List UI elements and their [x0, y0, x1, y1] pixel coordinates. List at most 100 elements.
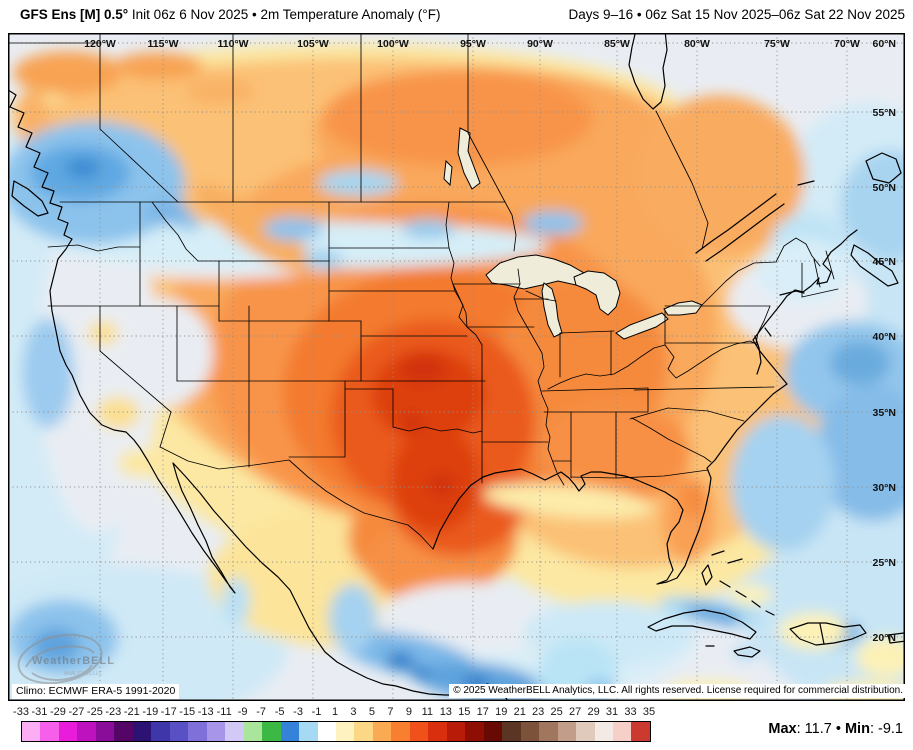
colorbar-segment: [631, 722, 650, 741]
colorbar-tick: -15: [179, 706, 196, 718]
lon-label: 115°W: [147, 38, 178, 50]
colorbar-tick: -31: [31, 706, 48, 718]
colorbar-segment: [280, 722, 300, 741]
colorbar-tick: 33: [624, 706, 637, 718]
colorbar-segment: [465, 722, 484, 741]
colorbar-tick: 31: [605, 706, 619, 718]
colorbar-segment: [188, 722, 207, 741]
page-title: GFS Ens [M] 0.5° Init 06z 6 Nov 2025 • 2…: [20, 7, 440, 22]
weatherbell-watermark-logo: WeatherBELL ANALYTICS LLC: [17, 633, 115, 685]
colorbar-tick: -7: [256, 706, 266, 718]
colorbar-tick: -13: [197, 706, 214, 718]
lat-label: 35°N: [873, 407, 896, 419]
map-border: [8, 33, 905, 701]
colorbar-segment: [483, 722, 503, 741]
colorbar-tick: -27: [68, 706, 85, 718]
colorbar-segment: [262, 722, 281, 741]
colorbar-tick: -5: [274, 706, 285, 718]
colorbar-segment: [243, 722, 263, 741]
colorbar-segment: [428, 722, 447, 741]
valid-date-range: Days 9–16 • 06z Sat 15 Nov 2025–06z Sat …: [568, 7, 905, 22]
min-value: -9.1: [878, 721, 903, 737]
climo-label: Climo: ECMWF ERA-5 1991-2020: [12, 684, 180, 699]
colorbar-segment: [206, 722, 226, 741]
min-label: Min: [844, 721, 870, 737]
lat-label: 45°N: [873, 256, 896, 268]
colorbar-segment: [409, 722, 429, 741]
colorbar-segment: [576, 722, 595, 741]
model-name: GFS Ens [M] 0.5°: [20, 7, 129, 22]
lakes: [443, 127, 703, 340]
colorbar-tick: 13: [439, 706, 452, 718]
lon-label: 120°W: [84, 38, 116, 50]
lat-label: 60°N: [873, 38, 896, 50]
colorbar-tick: 23: [532, 706, 545, 718]
colorbar-segment: [520, 722, 540, 741]
lat-label: 20°N: [873, 632, 896, 644]
colorbar-segment: [58, 722, 78, 741]
colorbar-tick: 21: [513, 706, 526, 718]
colorbar-tick: -9: [237, 706, 248, 718]
colorbar-tick: 5: [368, 706, 375, 718]
colorbar-tick: 27: [568, 706, 582, 718]
colorbar-tick: 7: [387, 706, 394, 718]
colorbar-tick: -33: [13, 706, 29, 718]
colorbar-tick: 29: [587, 706, 600, 718]
colorbar-segment: [132, 722, 152, 741]
colorbar-tick: 35: [642, 706, 656, 718]
lon-label: 80°W: [684, 38, 710, 50]
stats-separator: •: [835, 721, 841, 737]
colorbar-segment: [594, 722, 613, 741]
colorbar-tick: -11: [216, 706, 232, 718]
lon-label: 90°W: [527, 38, 553, 50]
colorbar: [21, 721, 651, 742]
colorbar-tick: -21: [123, 706, 140, 718]
colorbar-tick: 11: [421, 706, 434, 718]
colorbar-segment: [22, 722, 41, 741]
colorbar-segment: [40, 722, 59, 741]
colorbar-segment: [95, 722, 115, 741]
colorbar-segment: [613, 722, 632, 741]
lon-label: 100°W: [377, 38, 409, 50]
lon-label: 95°W: [460, 38, 486, 50]
colorbar-segment: [77, 722, 96, 741]
colorbar-tick: -29: [49, 706, 66, 718]
colorbar-segment: [299, 722, 318, 741]
max-label: Max: [768, 721, 797, 737]
max-min-stats: Max: 11.7 • Min: -9.1: [768, 721, 903, 737]
latitude-labels: 60°N 55°N 50°N 45°N 40°N 35°N 30°N 25°N 20°N: [873, 38, 896, 644]
colorbar-segment: [225, 722, 244, 741]
lat-label: 50°N: [873, 182, 896, 194]
colorbar-tick: -17: [160, 706, 177, 718]
anomaly-field: [8, 43, 905, 701]
max-value: 11.7: [804, 721, 832, 737]
lon-label: 70°W: [834, 38, 860, 50]
colorbar-tick: -25: [86, 706, 103, 718]
lon-label: 85°W: [604, 38, 630, 50]
header: GFS Ens [M] 0.5° Init 06z 6 Nov 2025 • 2…: [0, 0, 913, 32]
colorbar-tick: 19: [495, 706, 508, 718]
coastlines: [8, 33, 905, 701]
colorbar-segment: [317, 722, 336, 741]
colorbar-segment: [354, 722, 373, 741]
lat-label: 30°N: [873, 482, 896, 494]
colorbar-tick: -3: [293, 706, 303, 718]
colorbar-tick: -1: [311, 706, 322, 718]
colorbar-ticks: -33 -31 -29 -27 -25 -23 -21 -19 -17 -15 -13 -11 -9 -7…: [0, 706, 913, 720]
colorbar-segment: [372, 722, 392, 741]
lat-label: 55°N: [873, 107, 896, 119]
svg-text:WeatherBELL: WeatherBELL: [32, 655, 115, 667]
colorbar-segment: [335, 722, 355, 741]
colorbar-segment: [557, 722, 577, 741]
colorbar-segment: [114, 722, 133, 741]
colorbar-tick: 25: [550, 706, 563, 718]
lon-label: 105°W: [297, 38, 329, 50]
lat-label: 25°N: [873, 557, 896, 569]
lat-label: 40°N: [873, 331, 896, 343]
longitude-labels: 120°W 115°W 110°W 105°W 100°W 95°W 90°W 85°W 80°…: [84, 38, 860, 50]
colorbar-tick: 15: [458, 706, 471, 718]
colorbar-segment: [502, 722, 521, 741]
colorbar-tick: 1: [331, 706, 339, 718]
colorbar-tick: -19: [142, 706, 159, 718]
